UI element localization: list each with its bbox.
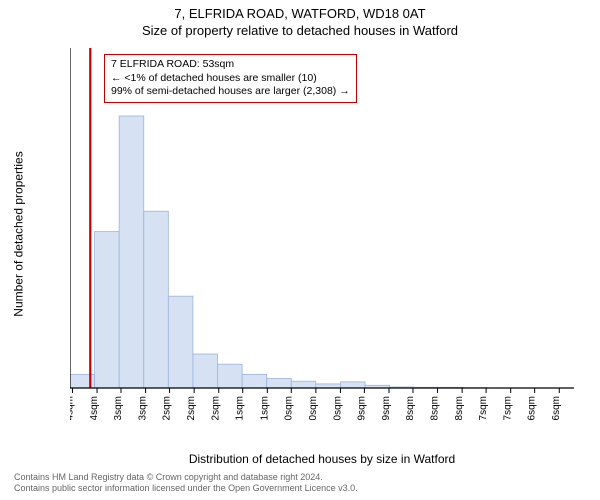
svg-text:816sqm: 816sqm bbox=[551, 396, 562, 420]
annotation-box: 7 ELFRIDA ROAD: 53sqm ← <1% of detached … bbox=[104, 54, 357, 103]
chart-area: 0100200300400500600700800900100024sqm64s… bbox=[70, 48, 574, 420]
y-axis-label: Number of detached properties bbox=[12, 48, 26, 420]
annotation-line2: ← <1% of detached houses are smaller (10… bbox=[111, 72, 350, 86]
svg-text:301sqm: 301sqm bbox=[235, 396, 246, 420]
footer-credits: Contains HM Land Registry data © Crown c… bbox=[14, 472, 358, 495]
annotation-line1: 7 ELFRIDA ROAD: 53sqm bbox=[111, 58, 350, 72]
svg-text:737sqm: 737sqm bbox=[503, 396, 514, 420]
svg-text:222sqm: 222sqm bbox=[186, 396, 197, 420]
svg-text:697sqm: 697sqm bbox=[478, 396, 489, 420]
svg-text:103sqm: 103sqm bbox=[113, 396, 124, 420]
svg-text:618sqm: 618sqm bbox=[430, 396, 441, 420]
svg-text:380sqm: 380sqm bbox=[283, 396, 294, 420]
annotation-line3: 99% of semi-detached houses are larger (… bbox=[111, 85, 350, 99]
svg-text:539sqm: 539sqm bbox=[381, 396, 392, 420]
svg-text:460sqm: 460sqm bbox=[332, 396, 343, 420]
svg-text:64sqm: 64sqm bbox=[89, 396, 100, 420]
svg-text:262sqm: 262sqm bbox=[211, 396, 222, 420]
page-root: 7, ELFRIDA ROAD, WATFORD, WD18 0AT Size … bbox=[0, 0, 600, 500]
footer-line2: Contains public sector information licen… bbox=[14, 483, 358, 494]
svg-text:776sqm: 776sqm bbox=[527, 396, 538, 420]
svg-text:143sqm: 143sqm bbox=[138, 396, 149, 420]
svg-text:658sqm: 658sqm bbox=[454, 396, 465, 420]
chart-subtitle: Size of property relative to detached ho… bbox=[0, 21, 600, 38]
svg-text:499sqm: 499sqm bbox=[356, 396, 367, 420]
footer-line1: Contains HM Land Registry data © Crown c… bbox=[14, 472, 358, 483]
svg-text:578sqm: 578sqm bbox=[405, 396, 416, 420]
x-axis-label: Distribution of detached houses by size … bbox=[70, 452, 574, 466]
svg-text:420sqm: 420sqm bbox=[308, 396, 319, 420]
page-title: 7, ELFRIDA ROAD, WATFORD, WD18 0AT bbox=[0, 0, 600, 21]
svg-text:24sqm: 24sqm bbox=[70, 396, 75, 420]
histogram-chart: 0100200300400500600700800900100024sqm64s… bbox=[70, 48, 574, 420]
svg-text:341sqm: 341sqm bbox=[259, 396, 270, 420]
svg-text:182sqm: 182sqm bbox=[162, 396, 173, 420]
